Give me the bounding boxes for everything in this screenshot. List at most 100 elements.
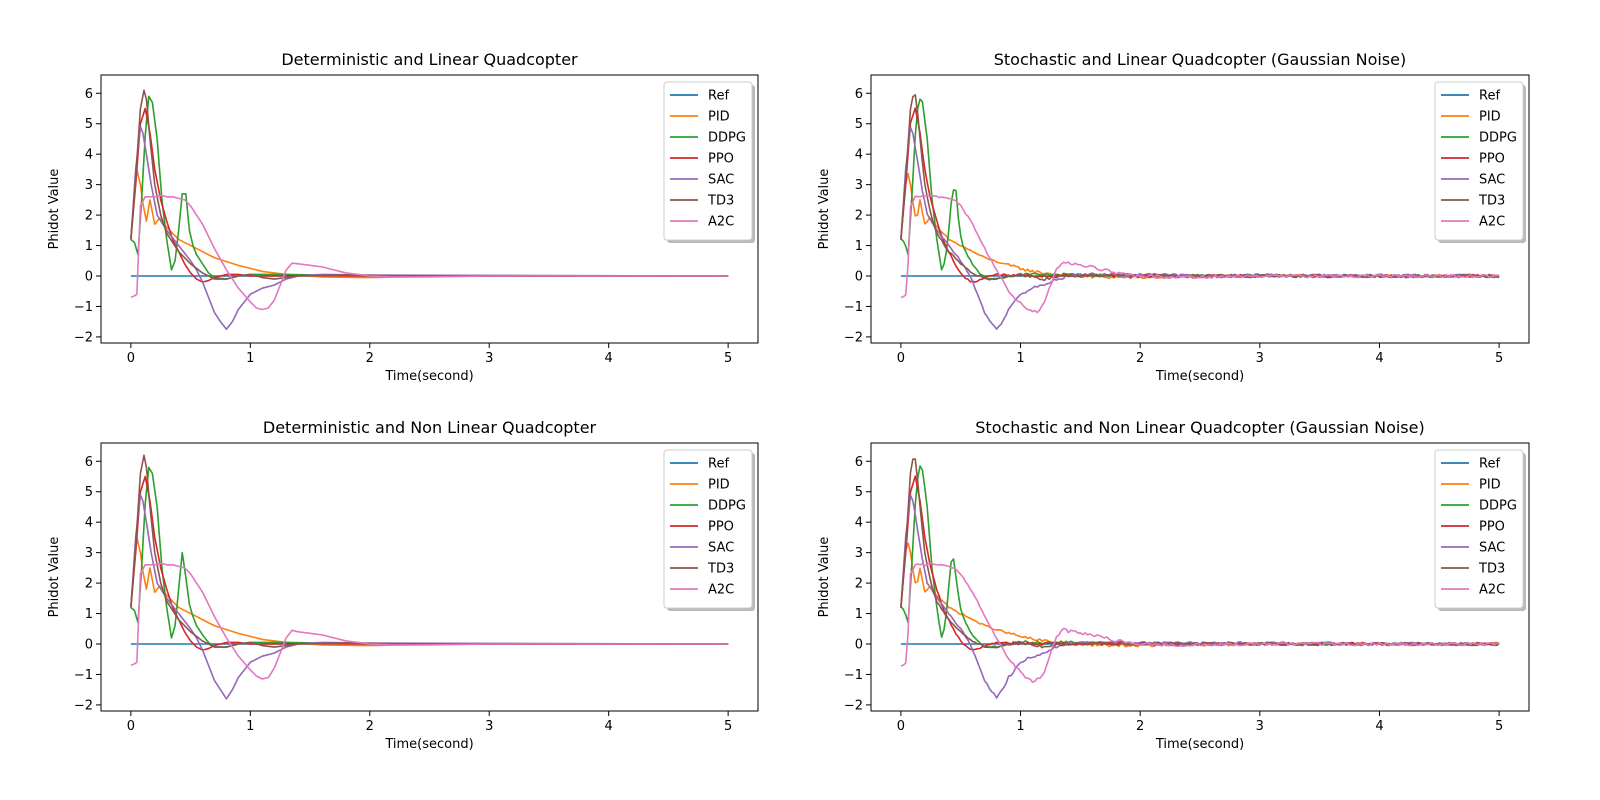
plot-area [900, 94, 1500, 330]
y-tick-label: 0 [85, 270, 93, 285]
y-tick-label: 5 [855, 117, 863, 132]
x-axis-label: Time(second) [1155, 737, 1244, 752]
legend-label-td3: TD3 [707, 194, 734, 209]
x-tick-label: 4 [605, 351, 613, 366]
series-line-a2c [130, 194, 729, 311]
y-tick-label: 1 [85, 607, 93, 622]
y-tick-label: −2 [74, 330, 93, 345]
series-line-ddpg [130, 466, 729, 648]
x-tick-label: 1 [246, 719, 254, 734]
x-tick-label: 4 [1375, 351, 1383, 366]
series-line-pid [900, 172, 1500, 280]
axes-frame [100, 74, 759, 344]
axes-frame [870, 442, 1530, 712]
subplot-stochastic-linear: Stochastic and Linear Quadcopter (Gaussi… [817, 50, 1530, 384]
x-axis-label: Time(second) [384, 369, 473, 384]
subplot-stochastic-nonlinear: Stochastic and Non Linear Quadcopter (Ga… [817, 418, 1530, 752]
y-tick-label: −1 [74, 300, 93, 315]
legend-label-td3: TD3 [1478, 562, 1505, 577]
y-tick-label: 3 [85, 178, 93, 193]
x-tick-label: 2 [366, 351, 374, 366]
x-tick-label: 5 [1495, 351, 1503, 366]
series-line-a2c [130, 562, 729, 680]
axes-frame [100, 442, 759, 712]
series-line-sac [900, 126, 1500, 330]
y-tick-label: 5 [855, 485, 863, 500]
series-line-td3 [130, 454, 729, 648]
legend-label-sac: SAC [1479, 173, 1505, 188]
x-tick-label: 3 [485, 351, 493, 366]
plot-area [130, 89, 729, 331]
legend-label-sac: SAC [1479, 541, 1505, 556]
legend-label-pid: PID [708, 478, 730, 493]
legend-label-pid: PID [708, 110, 730, 125]
x-tick-label: 5 [724, 351, 732, 366]
legend-label-ddpg: DDPG [708, 499, 746, 514]
x-tick-label: 5 [724, 719, 732, 734]
series-line-pid [900, 542, 1500, 648]
y-tick-label: 3 [855, 546, 863, 561]
series-line-td3 [900, 94, 1500, 282]
series-line-ddpg [900, 465, 1500, 648]
plot-area [130, 454, 729, 700]
chart-title: Stochastic and Non Linear Quadcopter (Ga… [975, 418, 1424, 437]
chart-title: Deterministic and Linear Quadcopter [281, 50, 578, 69]
legend-label-ppo: PPO [708, 520, 734, 535]
legend-label-sac: SAC [708, 173, 734, 188]
y-tick-label: 6 [855, 455, 863, 470]
series-line-ppo [130, 475, 729, 651]
y-tick-label: 1 [855, 239, 863, 254]
x-axis-label: Time(second) [1155, 369, 1244, 384]
legend-label-ppo: PPO [1479, 152, 1505, 167]
y-tick-label: 6 [85, 455, 93, 470]
series-line-sac [130, 125, 729, 331]
y-tick-label: 3 [855, 178, 863, 193]
y-tick-label: 5 [85, 117, 93, 132]
y-tick-label: −2 [844, 330, 863, 345]
series-line-td3 [130, 89, 729, 280]
series-line-sac [130, 493, 729, 700]
legend-label-ddpg: DDPG [1479, 131, 1517, 146]
y-tick-label: 0 [855, 638, 863, 653]
legend-label-td3: TD3 [707, 562, 734, 577]
y-axis-label: Phidot Value [47, 169, 62, 250]
y-tick-label: −2 [844, 698, 863, 713]
chart-title: Deterministic and Non Linear Quadcopter [263, 418, 597, 437]
y-tick-label: 2 [855, 209, 863, 224]
legend: Ref PID DDPG PPO SAC TD3 A2C [1434, 449, 1526, 611]
series-line-pid [130, 536, 729, 647]
y-tick-label: 4 [85, 148, 93, 163]
axes-frame [870, 74, 1530, 344]
subplot-deterministic-nonlinear: Deterministic and Non Linear Quadcopter 0… [47, 418, 759, 752]
legend-label-a2c: A2C [1479, 215, 1505, 230]
y-tick-label: −1 [844, 300, 863, 315]
series-line-ddpg [900, 98, 1500, 280]
legend-label-a2c: A2C [708, 583, 734, 598]
y-axis-label: Phidot Value [817, 537, 832, 618]
legend-label-ppo: PPO [1479, 520, 1505, 535]
legend: Ref PID DDPG PPO SAC TD3 A2C [1434, 81, 1526, 243]
x-tick-label: 2 [1136, 719, 1144, 734]
legend-label-sac: SAC [708, 541, 734, 556]
series-line-sac [900, 494, 1500, 699]
series-line-a2c [900, 194, 1500, 314]
legend-label-pid: PID [1479, 478, 1501, 493]
legend: Ref PID DDPG PPO SAC TD3 A2C [663, 81, 755, 243]
y-tick-label: 2 [85, 577, 93, 592]
legend-label-ddpg: DDPG [1479, 499, 1517, 514]
legend-label-ref: Ref [708, 457, 729, 472]
y-axis-label: Phidot Value [817, 169, 832, 250]
legend-label-a2c: A2C [1479, 583, 1505, 598]
series-line-td3 [900, 458, 1500, 649]
y-tick-label: 2 [855, 577, 863, 592]
series-line-pid [130, 168, 729, 279]
x-tick-label: 3 [485, 719, 493, 734]
legend-label-ref: Ref [1479, 457, 1500, 472]
legend-label-ref: Ref [708, 89, 729, 104]
series-line-ddpg [130, 95, 729, 280]
y-tick-label: 4 [855, 516, 863, 531]
x-tick-label: 1 [246, 351, 254, 366]
subplot-deterministic-linear: Deterministic and Linear Quadcopter 0 1 2 3 4… [47, 50, 759, 384]
y-tick-label: −2 [74, 698, 93, 713]
